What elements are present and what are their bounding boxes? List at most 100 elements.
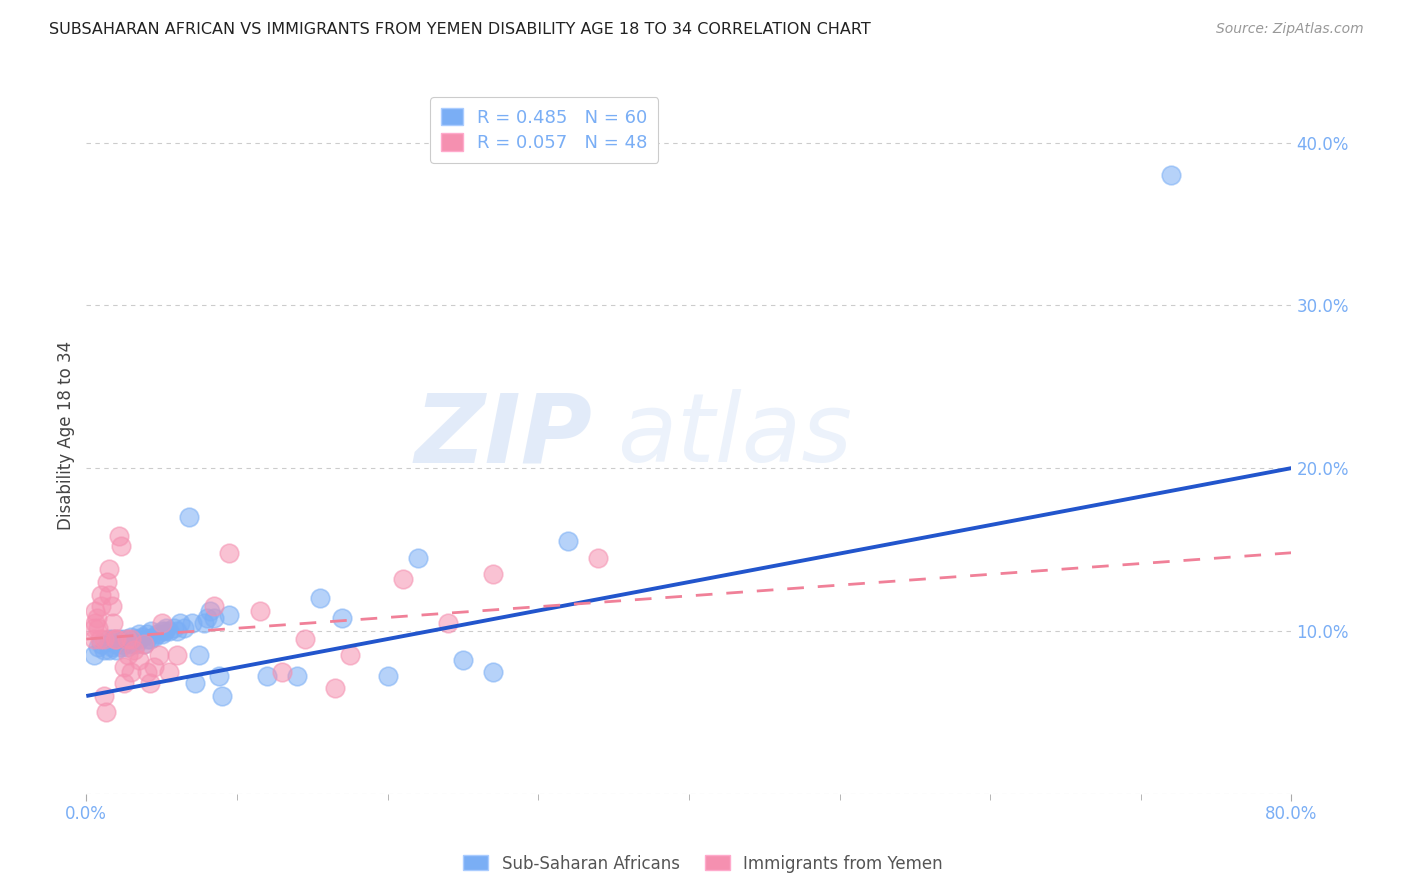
Point <box>128 627 150 641</box>
Point <box>202 611 225 625</box>
Text: ZIP: ZIP <box>415 389 592 482</box>
Point <box>437 615 460 630</box>
Point <box>208 669 231 683</box>
Point <box>124 632 146 646</box>
Point <box>97 562 120 576</box>
Point <box>87 621 110 635</box>
Point <box>153 624 176 638</box>
Point <box>249 604 271 618</box>
Text: Source: ZipAtlas.com: Source: ZipAtlas.com <box>1216 22 1364 37</box>
Point <box>271 665 294 679</box>
Point <box>121 632 143 646</box>
Point <box>121 631 143 645</box>
Point <box>188 648 211 663</box>
Point <box>482 566 505 581</box>
Point <box>101 599 124 614</box>
Point <box>105 637 128 651</box>
Point <box>112 632 135 646</box>
Point <box>97 588 120 602</box>
Point <box>157 665 180 679</box>
Point <box>117 632 139 646</box>
Point <box>150 615 173 630</box>
Point <box>131 631 153 645</box>
Point <box>83 621 105 635</box>
Point <box>125 637 148 651</box>
Point <box>198 604 221 618</box>
Point <box>391 572 413 586</box>
Legend: R = 0.485   N = 60, R = 0.057   N = 48: R = 0.485 N = 60, R = 0.057 N = 48 <box>430 97 658 163</box>
Y-axis label: Disability Age 18 to 34: Disability Age 18 to 34 <box>58 341 75 530</box>
Point <box>143 659 166 673</box>
Text: SUBSAHARAN AFRICAN VS IMMIGRANTS FROM YEMEN DISABILITY AGE 18 TO 34 CORRELATION : SUBSAHARAN AFRICAN VS IMMIGRANTS FROM YE… <box>49 22 870 37</box>
Point <box>128 653 150 667</box>
Point <box>218 607 240 622</box>
Point <box>211 689 233 703</box>
Point <box>104 632 127 646</box>
Point <box>93 643 115 657</box>
Point <box>184 676 207 690</box>
Point <box>89 632 111 646</box>
Point <box>90 588 112 602</box>
Point <box>146 627 169 641</box>
Point <box>155 621 177 635</box>
Point <box>148 648 170 663</box>
Point <box>93 632 115 646</box>
Point <box>110 640 132 655</box>
Point <box>1160 168 1182 182</box>
Point <box>128 632 150 646</box>
Point <box>112 676 135 690</box>
Point <box>117 648 139 663</box>
Point <box>308 591 330 606</box>
Point <box>132 637 155 651</box>
Point <box>101 640 124 655</box>
Point <box>166 624 188 638</box>
Point <box>294 632 316 646</box>
Point <box>115 640 138 655</box>
Point <box>482 665 505 679</box>
Point <box>143 631 166 645</box>
Point <box>121 665 143 679</box>
Point <box>103 615 125 630</box>
Point <box>105 643 128 657</box>
Point <box>218 546 240 560</box>
Point <box>97 632 120 646</box>
Point <box>90 637 112 651</box>
Point <box>112 637 135 651</box>
Point <box>96 575 118 590</box>
Point <box>121 637 143 651</box>
Point <box>406 550 429 565</box>
Point <box>202 599 225 614</box>
Point <box>84 604 107 618</box>
Point <box>84 615 107 630</box>
Point <box>332 611 354 625</box>
Point <box>323 681 346 695</box>
Point <box>83 632 105 646</box>
Point <box>124 643 146 657</box>
Point <box>285 669 308 683</box>
Point <box>177 510 200 524</box>
Text: atlas: atlas <box>617 389 852 482</box>
Point <box>135 665 157 679</box>
Point <box>163 621 186 635</box>
Point <box>588 550 610 565</box>
Point <box>86 611 108 625</box>
Legend: Sub-Saharan Africans, Immigrants from Yemen: Sub-Saharan Africans, Immigrants from Ye… <box>457 848 949 880</box>
Point <box>94 706 117 720</box>
Point <box>108 529 131 543</box>
Point <box>108 632 131 646</box>
Point <box>132 637 155 651</box>
Point <box>138 676 160 690</box>
Point <box>83 648 105 663</box>
Point <box>256 669 278 683</box>
Point <box>105 632 128 646</box>
Point <box>169 615 191 630</box>
Point <box>180 615 202 630</box>
Point <box>193 615 215 630</box>
Point <box>166 648 188 663</box>
Point <box>150 627 173 641</box>
Point <box>97 643 120 657</box>
Point <box>112 659 135 673</box>
Point <box>377 669 399 683</box>
Point <box>103 632 125 646</box>
Point <box>90 599 112 614</box>
